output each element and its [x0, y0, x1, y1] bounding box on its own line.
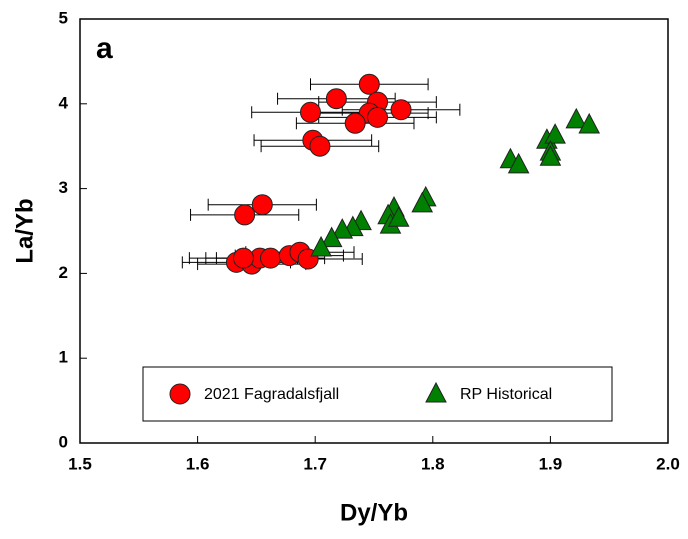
- point: [251, 194, 273, 216]
- point: [544, 123, 566, 144]
- plot-frame: [79, 18, 669, 444]
- y-tick-label: 4: [59, 93, 69, 112]
- point: [309, 135, 331, 157]
- y-tick-label: 2: [59, 263, 68, 282]
- x-tick-label: 1.8: [421, 454, 445, 473]
- point: [565, 107, 588, 129]
- legend-marker: [169, 383, 191, 405]
- legend-box: [142, 366, 613, 422]
- point: [367, 106, 389, 128]
- y-tick-label: 1: [59, 348, 68, 367]
- point: [539, 145, 562, 166]
- legend-label: RP Historical: [460, 386, 552, 403]
- point: [260, 247, 282, 269]
- y-tick-label: 0: [59, 432, 68, 451]
- point: [344, 112, 366, 134]
- point: [390, 99, 412, 121]
- point: [320, 226, 343, 248]
- point: [325, 88, 347, 110]
- x-tick-label: 2.0: [656, 454, 680, 473]
- point: [232, 247, 254, 269]
- point: [507, 152, 530, 174]
- legend-label: 2021 Fagradalsfjall: [204, 386, 339, 403]
- x-tick-label: 1.7: [303, 454, 327, 473]
- point: [387, 206, 410, 227]
- point: [310, 235, 332, 257]
- panel-label: a: [96, 32, 113, 65]
- point: [578, 112, 601, 134]
- x-tick-label: 1.9: [539, 454, 563, 473]
- y-tick-label: 5: [59, 8, 68, 27]
- x-tick-label: 1.5: [68, 454, 92, 473]
- point: [358, 73, 380, 95]
- point: [331, 218, 354, 239]
- point: [234, 204, 256, 226]
- x-tick-label: 1.6: [186, 454, 210, 473]
- y-tick-label: 3: [59, 178, 68, 197]
- point: [299, 101, 321, 123]
- point: [411, 191, 434, 213]
- legend-marker: [425, 381, 447, 403]
- x-axis-title: Dy/Yb: [340, 499, 408, 526]
- y-axis-title: La/Yb: [11, 198, 38, 263]
